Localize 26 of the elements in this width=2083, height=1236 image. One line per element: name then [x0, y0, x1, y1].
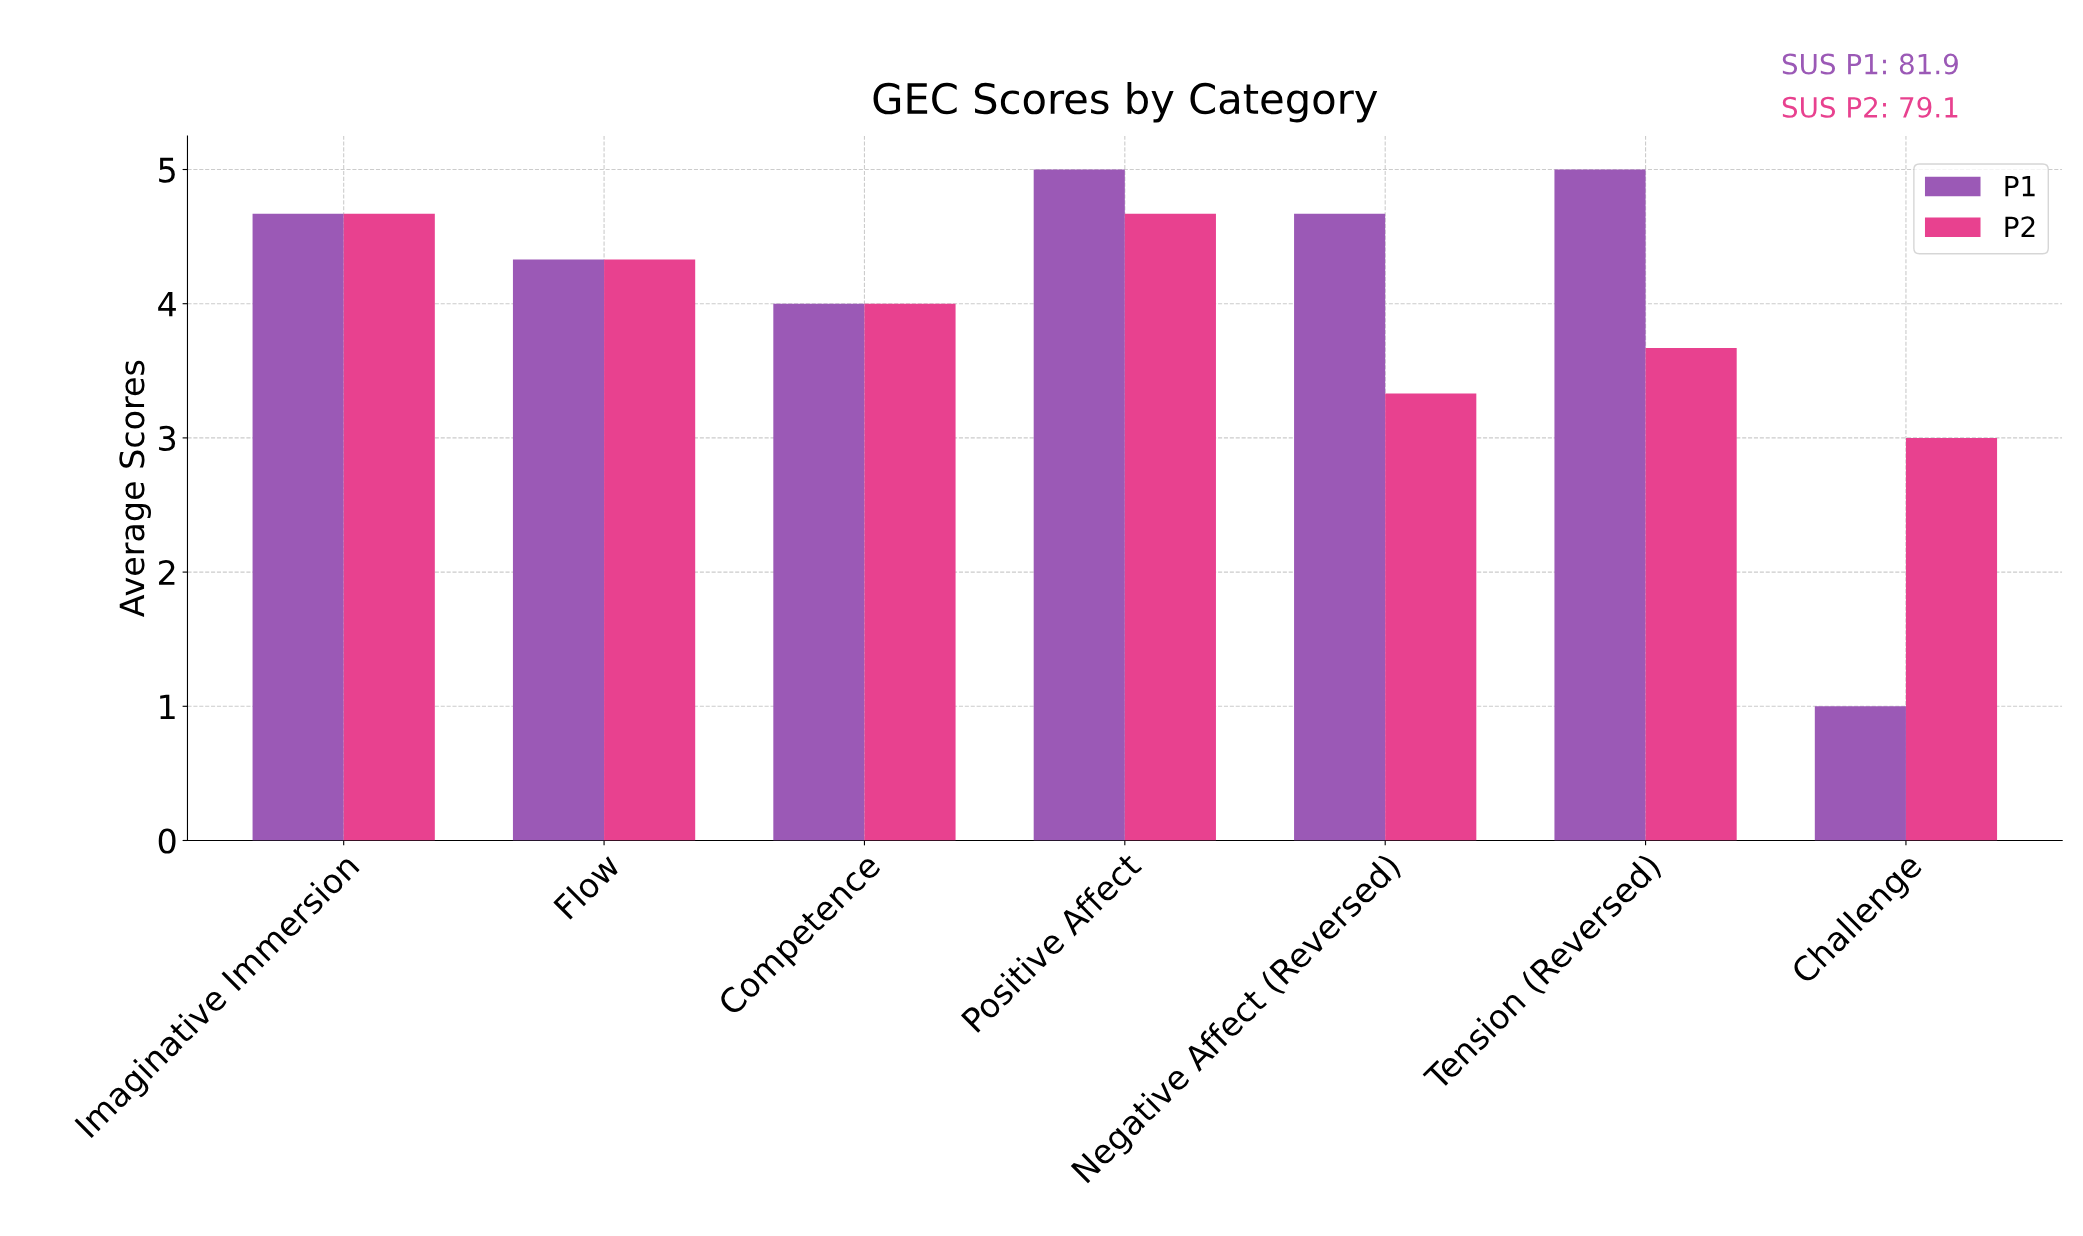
y-tick-label: 5 [159, 157, 175, 183]
bar [773, 303, 865, 841]
legend-label: P2 [2005, 216, 2035, 237]
bar [1294, 213, 1386, 841]
text: SUS P1: 81.9 [1782, 53, 1958, 75]
text: SUS P2: 79.1 [1782, 96, 1958, 118]
bar [604, 259, 696, 841]
bar [343, 213, 435, 841]
y-axis-title: Average Scores [119, 360, 151, 618]
y-tick-label: 2 [158, 560, 175, 585]
y-tick-label: 3 [159, 425, 176, 452]
chart-title: GEC Scores by Category [873, 82, 1378, 123]
bar [1814, 706, 1906, 841]
bar [864, 303, 956, 841]
bar [1554, 169, 1646, 841]
y-tick-label: 4 [158, 292, 176, 317]
bar [1124, 213, 1216, 841]
bar [1385, 393, 1477, 841]
bar [1033, 169, 1125, 841]
bar [512, 259, 605, 841]
bar [1645, 347, 1737, 841]
y-tick-label: 0 [158, 828, 176, 854]
bar [1905, 437, 1998, 841]
y-tick-label: 1 [160, 694, 175, 719]
legend-label: P1 [2005, 175, 2035, 197]
bar [252, 213, 344, 841]
